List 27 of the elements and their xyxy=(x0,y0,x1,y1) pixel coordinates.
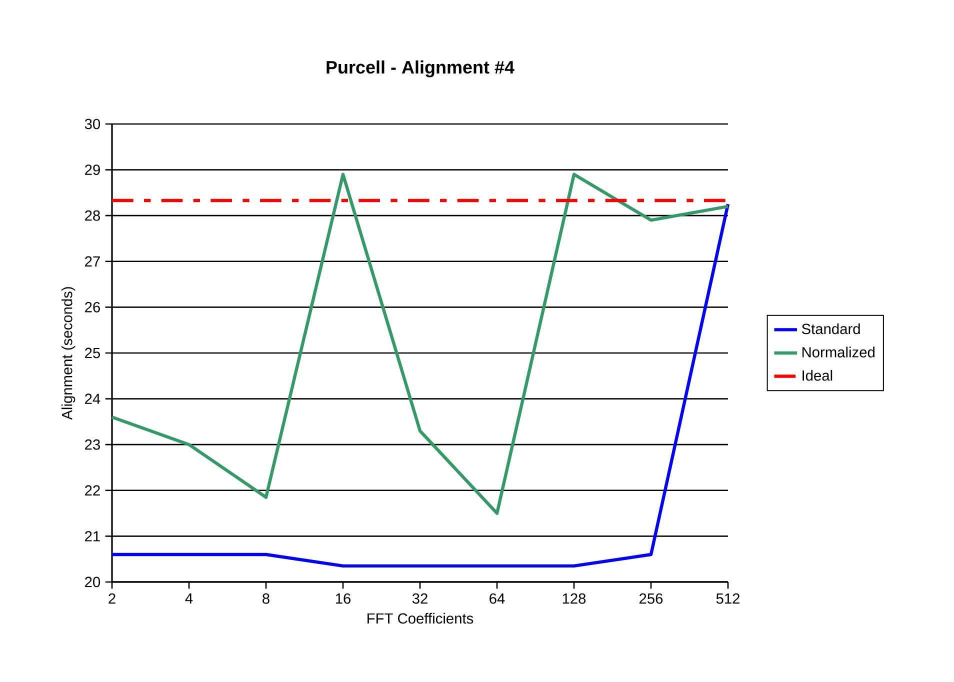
y-tick-label: 29 xyxy=(85,164,100,175)
x-tick-label: 512 xyxy=(716,593,740,604)
x-tick-label: 8 xyxy=(262,593,270,604)
y-tick-label: 27 xyxy=(85,256,100,267)
line-series xyxy=(110,172,730,515)
y-tick-label: 28 xyxy=(85,210,100,221)
y-tick-label: 24 xyxy=(85,394,100,404)
y-tick-label: 26 xyxy=(85,302,100,312)
legend-label: Normalized xyxy=(802,346,874,358)
legend-label: Standard xyxy=(802,323,860,334)
y-tick-label: 25 xyxy=(85,348,100,358)
x-tick-label: 64 xyxy=(490,593,505,604)
chart-title: Purcell - Alignment #4 xyxy=(326,60,514,78)
x-tick-label: 128 xyxy=(562,593,586,604)
y-tick-label: 23 xyxy=(85,439,100,450)
x-tick-label: 32 xyxy=(412,593,428,604)
y-tick-label: 20 xyxy=(85,576,100,588)
x-tick-label: 256 xyxy=(640,593,663,604)
y-tick-label: 21 xyxy=(85,531,100,542)
y-tick-label: 30 xyxy=(84,118,100,130)
y-tick-label: 22 xyxy=(85,485,100,496)
x-tick-label: 4 xyxy=(185,593,193,604)
x-tick-label: 16 xyxy=(336,593,351,604)
x-tick-label: 2 xyxy=(108,593,116,604)
legend-label: Ideal xyxy=(802,370,832,381)
y-axis-title: Alignment (seconds) xyxy=(61,287,76,420)
x-axis-title: FFT Coefficients xyxy=(368,612,474,624)
